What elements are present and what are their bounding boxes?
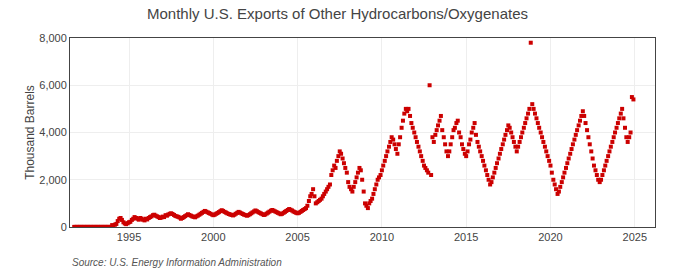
svg-text:1995: 1995 xyxy=(117,231,141,243)
svg-text:2020: 2020 xyxy=(538,231,562,243)
svg-text:2015: 2015 xyxy=(454,231,478,243)
svg-text:Monthly U.S. Exports of Other: Monthly U.S. Exports of Other Hydrocarbo… xyxy=(147,5,528,22)
svg-text:6,000: 6,000 xyxy=(39,79,67,91)
svg-text:2000: 2000 xyxy=(201,231,225,243)
svg-text:8,000: 8,000 xyxy=(39,32,67,44)
svg-text:2025: 2025 xyxy=(623,231,647,243)
svg-text:Source: U.S. Energy Informatio: Source: U.S. Energy Information Administ… xyxy=(72,257,282,268)
svg-text:2005: 2005 xyxy=(285,231,309,243)
svg-text:2010: 2010 xyxy=(370,231,394,243)
svg-text:4,000: 4,000 xyxy=(39,126,67,138)
svg-text:0: 0 xyxy=(61,221,67,233)
svg-text:2,000: 2,000 xyxy=(39,174,67,186)
svg-text:Thousand Barrels: Thousand Barrels xyxy=(23,85,37,180)
